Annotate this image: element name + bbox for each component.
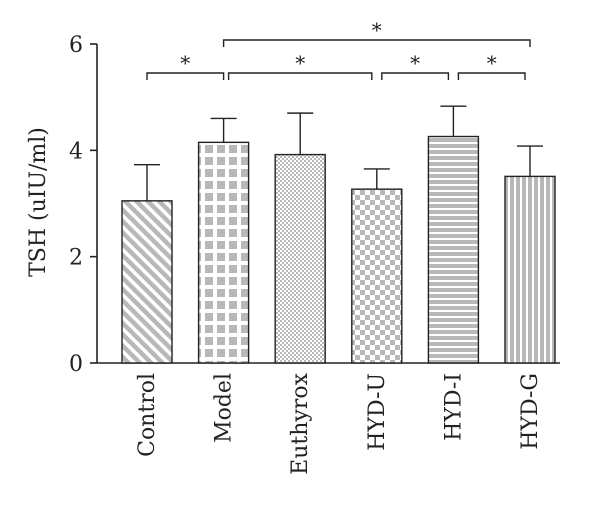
bar-control [121, 200, 173, 364]
x-tick-labels: Control Model Euthyrox HYD-U HYD-I HYD-G [135, 372, 543, 474]
significance-bracket [146, 72, 225, 80]
bar-euthyrox [274, 153, 326, 364]
bar-hyd-u [351, 188, 403, 364]
y-tick-labels: 0 2 4 6 [69, 33, 83, 377]
axes [90, 43, 560, 364]
significance-bracket [457, 72, 526, 80]
error-bars [134, 105, 543, 201]
x-tick-label-hyd-g: HYD-G [518, 373, 543, 450]
x-tick-label-control: Control [135, 373, 160, 457]
y-tick-label: 6 [69, 33, 83, 58]
significance-star: * [295, 51, 305, 75]
bar-hyd-i [427, 135, 480, 364]
y-axis-label: TSH (uIU/ml) [26, 127, 51, 277]
x-tick-label-hyd-i: HYD-I [441, 373, 466, 441]
y-tick-label: 0 [69, 352, 83, 377]
significance-bracket [227, 72, 373, 80]
x-tick-label-hyd-u: HYD-U [365, 373, 390, 451]
bars [121, 135, 556, 364]
significance-bracket [222, 39, 531, 47]
bar-hyd-g [504, 175, 556, 364]
bar-model [197, 141, 250, 364]
significance-bracket [381, 72, 450, 80]
y-tick-label: 2 [69, 246, 83, 271]
x-tick-label-euthyrox: Euthyrox [288, 372, 313, 474]
significance-brackets: * * * * * [146, 18, 531, 80]
x-tick-label-model: Model [212, 373, 237, 443]
significance-star: * [372, 18, 382, 42]
significance-star: * [410, 51, 420, 75]
significance-star: * [487, 51, 497, 75]
y-tick-label: 4 [69, 139, 83, 164]
significance-star: * [180, 51, 190, 75]
